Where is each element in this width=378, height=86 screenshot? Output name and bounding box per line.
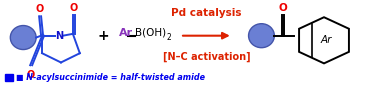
Text: N: N (55, 31, 63, 41)
FancyBboxPatch shape (5, 74, 13, 81)
Text: [N–C activation]: [N–C activation] (163, 51, 250, 62)
Text: Ar: Ar (320, 35, 332, 45)
Text: O: O (70, 3, 78, 13)
Text: O: O (26, 70, 34, 80)
Text: O: O (36, 4, 44, 14)
Text: O: O (279, 3, 288, 13)
Text: +: + (98, 29, 110, 43)
Text: B(OH): B(OH) (135, 28, 167, 38)
Text: Ar: Ar (119, 28, 133, 38)
Text: 2: 2 (166, 33, 171, 42)
Circle shape (249, 24, 274, 48)
Text: Pd catalysis: Pd catalysis (171, 8, 242, 18)
Circle shape (10, 26, 36, 50)
Text: ■ N-acylsuccinimide = half-twisted amide: ■ N-acylsuccinimide = half-twisted amide (16, 73, 205, 82)
